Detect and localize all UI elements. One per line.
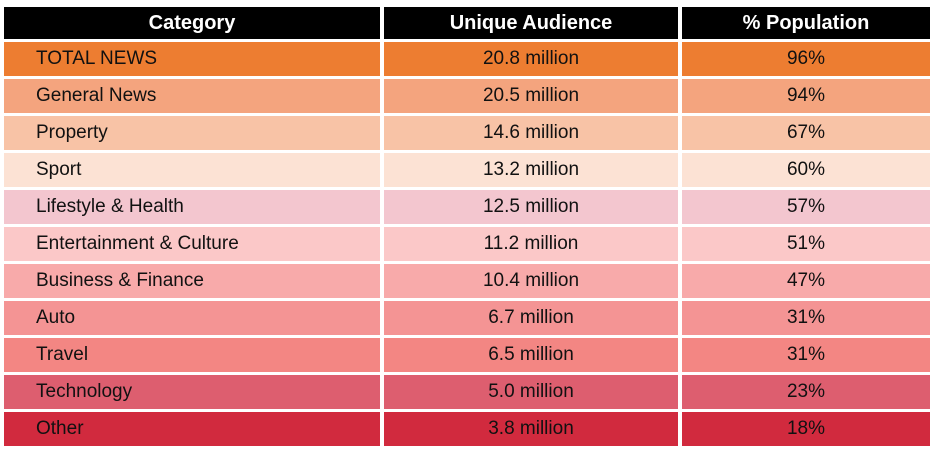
audience-cell: 5.0 million (384, 375, 678, 409)
header-unique-audience: Unique Audience (384, 7, 678, 39)
header-population: % Population (682, 7, 930, 39)
category-cell: Entertainment & Culture (4, 227, 380, 261)
table-row: Auto 6.7 million 31% (4, 301, 930, 335)
audience-table: Category Unique Audience % Population TO… (4, 7, 930, 449)
category-cell: Property (4, 116, 380, 150)
population-cell: 18% (682, 412, 930, 446)
audience-cell: 6.5 million (384, 338, 678, 372)
table-row: General News 20.5 million 94% (4, 79, 930, 113)
population-cell: 47% (682, 264, 930, 298)
population-cell: 60% (682, 153, 930, 187)
audience-cell: 14.6 million (384, 116, 678, 150)
category-cell: TOTAL NEWS (4, 42, 380, 76)
category-cell: Auto (4, 301, 380, 335)
table-row: Technology 5.0 million 23% (4, 375, 930, 409)
population-cell: 31% (682, 338, 930, 372)
audience-cell: 20.8 million (384, 42, 678, 76)
population-cell: 96% (682, 42, 930, 76)
population-cell: 94% (682, 79, 930, 113)
audience-cell: 10.4 million (384, 264, 678, 298)
population-cell: 23% (682, 375, 930, 409)
table-row: Sport 13.2 million 60% (4, 153, 930, 187)
category-cell: Technology (4, 375, 380, 409)
table-header-row: Category Unique Audience % Population (4, 7, 930, 39)
table-row: Property 14.6 million 67% (4, 116, 930, 150)
category-cell: Sport (4, 153, 380, 187)
audience-cell: 12.5 million (384, 190, 678, 224)
population-cell: 31% (682, 301, 930, 335)
table-row: Travel 6.5 million 31% (4, 338, 930, 372)
population-cell: 67% (682, 116, 930, 150)
audience-cell: 3.8 million (384, 412, 678, 446)
audience-cell: 20.5 million (384, 79, 678, 113)
table-row: Other 3.8 million 18% (4, 412, 930, 446)
category-cell: General News (4, 79, 380, 113)
category-cell: Other (4, 412, 380, 446)
audience-cell: 13.2 million (384, 153, 678, 187)
category-cell: Travel (4, 338, 380, 372)
population-cell: 51% (682, 227, 930, 261)
audience-cell: 11.2 million (384, 227, 678, 261)
header-category: Category (4, 7, 380, 39)
category-cell: Business & Finance (4, 264, 380, 298)
table-row: Lifestyle & Health 12.5 million 57% (4, 190, 930, 224)
population-cell: 57% (682, 190, 930, 224)
category-cell: Lifestyle & Health (4, 190, 380, 224)
table-row: TOTAL NEWS 20.8 million 96% (4, 42, 930, 76)
table-row: Entertainment & Culture 11.2 million 51% (4, 227, 930, 261)
audience-cell: 6.7 million (384, 301, 678, 335)
table-row: Business & Finance 10.4 million 47% (4, 264, 930, 298)
table-body: TOTAL NEWS 20.8 million 96% General News 20.… (4, 42, 930, 446)
